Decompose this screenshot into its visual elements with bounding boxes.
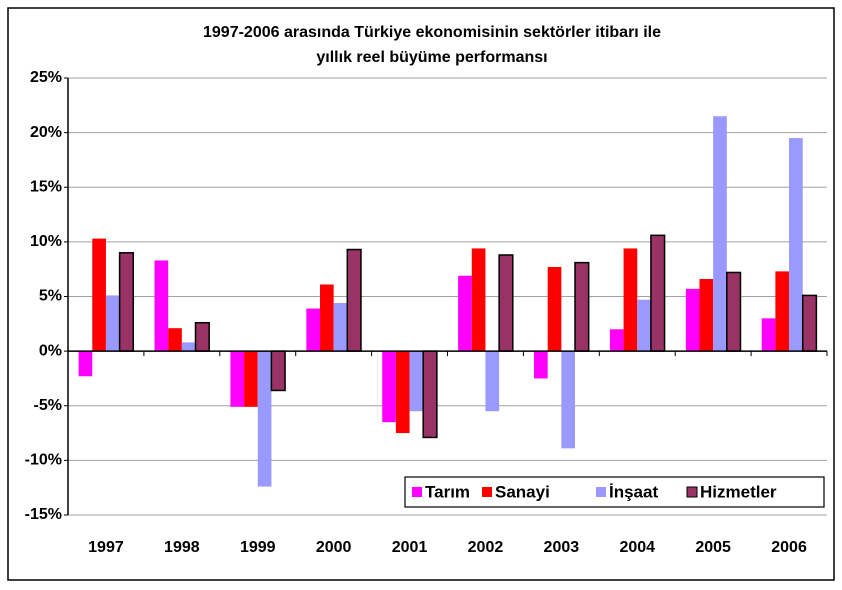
legend-label: Hizmetler: [700, 482, 777, 501]
bar: [637, 299, 651, 352]
bar: [333, 303, 348, 352]
bar: [105, 295, 120, 352]
legend-label: Tarım: [425, 482, 470, 501]
y-tick-label: 25%: [30, 69, 62, 86]
x-tick-label: 1998: [164, 539, 200, 556]
legend-label: İnşaat: [609, 482, 658, 501]
y-tick-label: 0%: [39, 342, 62, 359]
legend-box: [404, 476, 825, 508]
bar: [306, 308, 320, 352]
y-tick-label: 15%: [30, 178, 62, 195]
legend-label: Sanayi: [495, 482, 550, 501]
x-tick-label: 2005: [695, 539, 731, 556]
bar: [789, 138, 803, 352]
bar: [78, 351, 93, 377]
bar: [609, 329, 624, 352]
bar: [194, 321, 210, 352]
bar: [547, 267, 562, 352]
x-tick-label: 2006: [771, 539, 807, 556]
x-tick-label: 1999: [240, 539, 276, 556]
y-tick-label: -10%: [25, 452, 62, 469]
bar: [699, 279, 714, 352]
bar: [409, 351, 424, 412]
bar: [498, 254, 514, 352]
bar: [485, 351, 500, 412]
bar: [270, 350, 286, 392]
legend-swatch: [412, 487, 422, 497]
bar: [574, 261, 590, 352]
legend-swatch: [596, 487, 606, 497]
bar: [118, 252, 135, 352]
bar: [168, 328, 182, 352]
bar: [713, 116, 727, 352]
x-tick-label: 2004: [619, 539, 655, 556]
bar: [181, 342, 196, 352]
bar: [561, 351, 576, 449]
bar: [650, 234, 666, 352]
bar: [623, 248, 638, 352]
bar: [346, 248, 362, 352]
x-tick-label: 2002: [468, 539, 504, 556]
bar: [319, 284, 334, 352]
bar: [458, 275, 472, 352]
legend-swatch: [686, 486, 698, 498]
bar: [685, 288, 700, 352]
legend-swatch: [482, 487, 492, 497]
x-tick-label: 1997: [88, 539, 124, 556]
y-tick-label: 20%: [30, 124, 62, 141]
y-tick-label: -15%: [25, 506, 62, 523]
bar: [382, 351, 396, 423]
y-tick-label: 10%: [30, 233, 62, 250]
bar: [230, 351, 245, 407]
bar: [244, 351, 258, 407]
bar: [801, 294, 818, 352]
bar: [534, 351, 548, 379]
y-tick-label: -5%: [34, 397, 62, 414]
x-tick-label: 2000: [316, 539, 352, 556]
bar: [395, 351, 410, 434]
chart-title: yıllık reel büyüme performansı: [316, 49, 547, 66]
bar: [726, 271, 742, 352]
x-tick-label: 2001: [392, 539, 428, 556]
bar: [154, 260, 169, 352]
y-tick-label: 5%: [39, 288, 62, 305]
bar: [257, 351, 272, 487]
x-tick-label: 2003: [544, 539, 580, 556]
bar: [471, 248, 486, 352]
chart-title: 1997-2006 arasında Türkiye ekonomisinin …: [203, 24, 661, 41]
bar: [761, 318, 776, 352]
bar: [92, 238, 106, 352]
bar: [422, 350, 438, 439]
bar: [775, 271, 790, 352]
